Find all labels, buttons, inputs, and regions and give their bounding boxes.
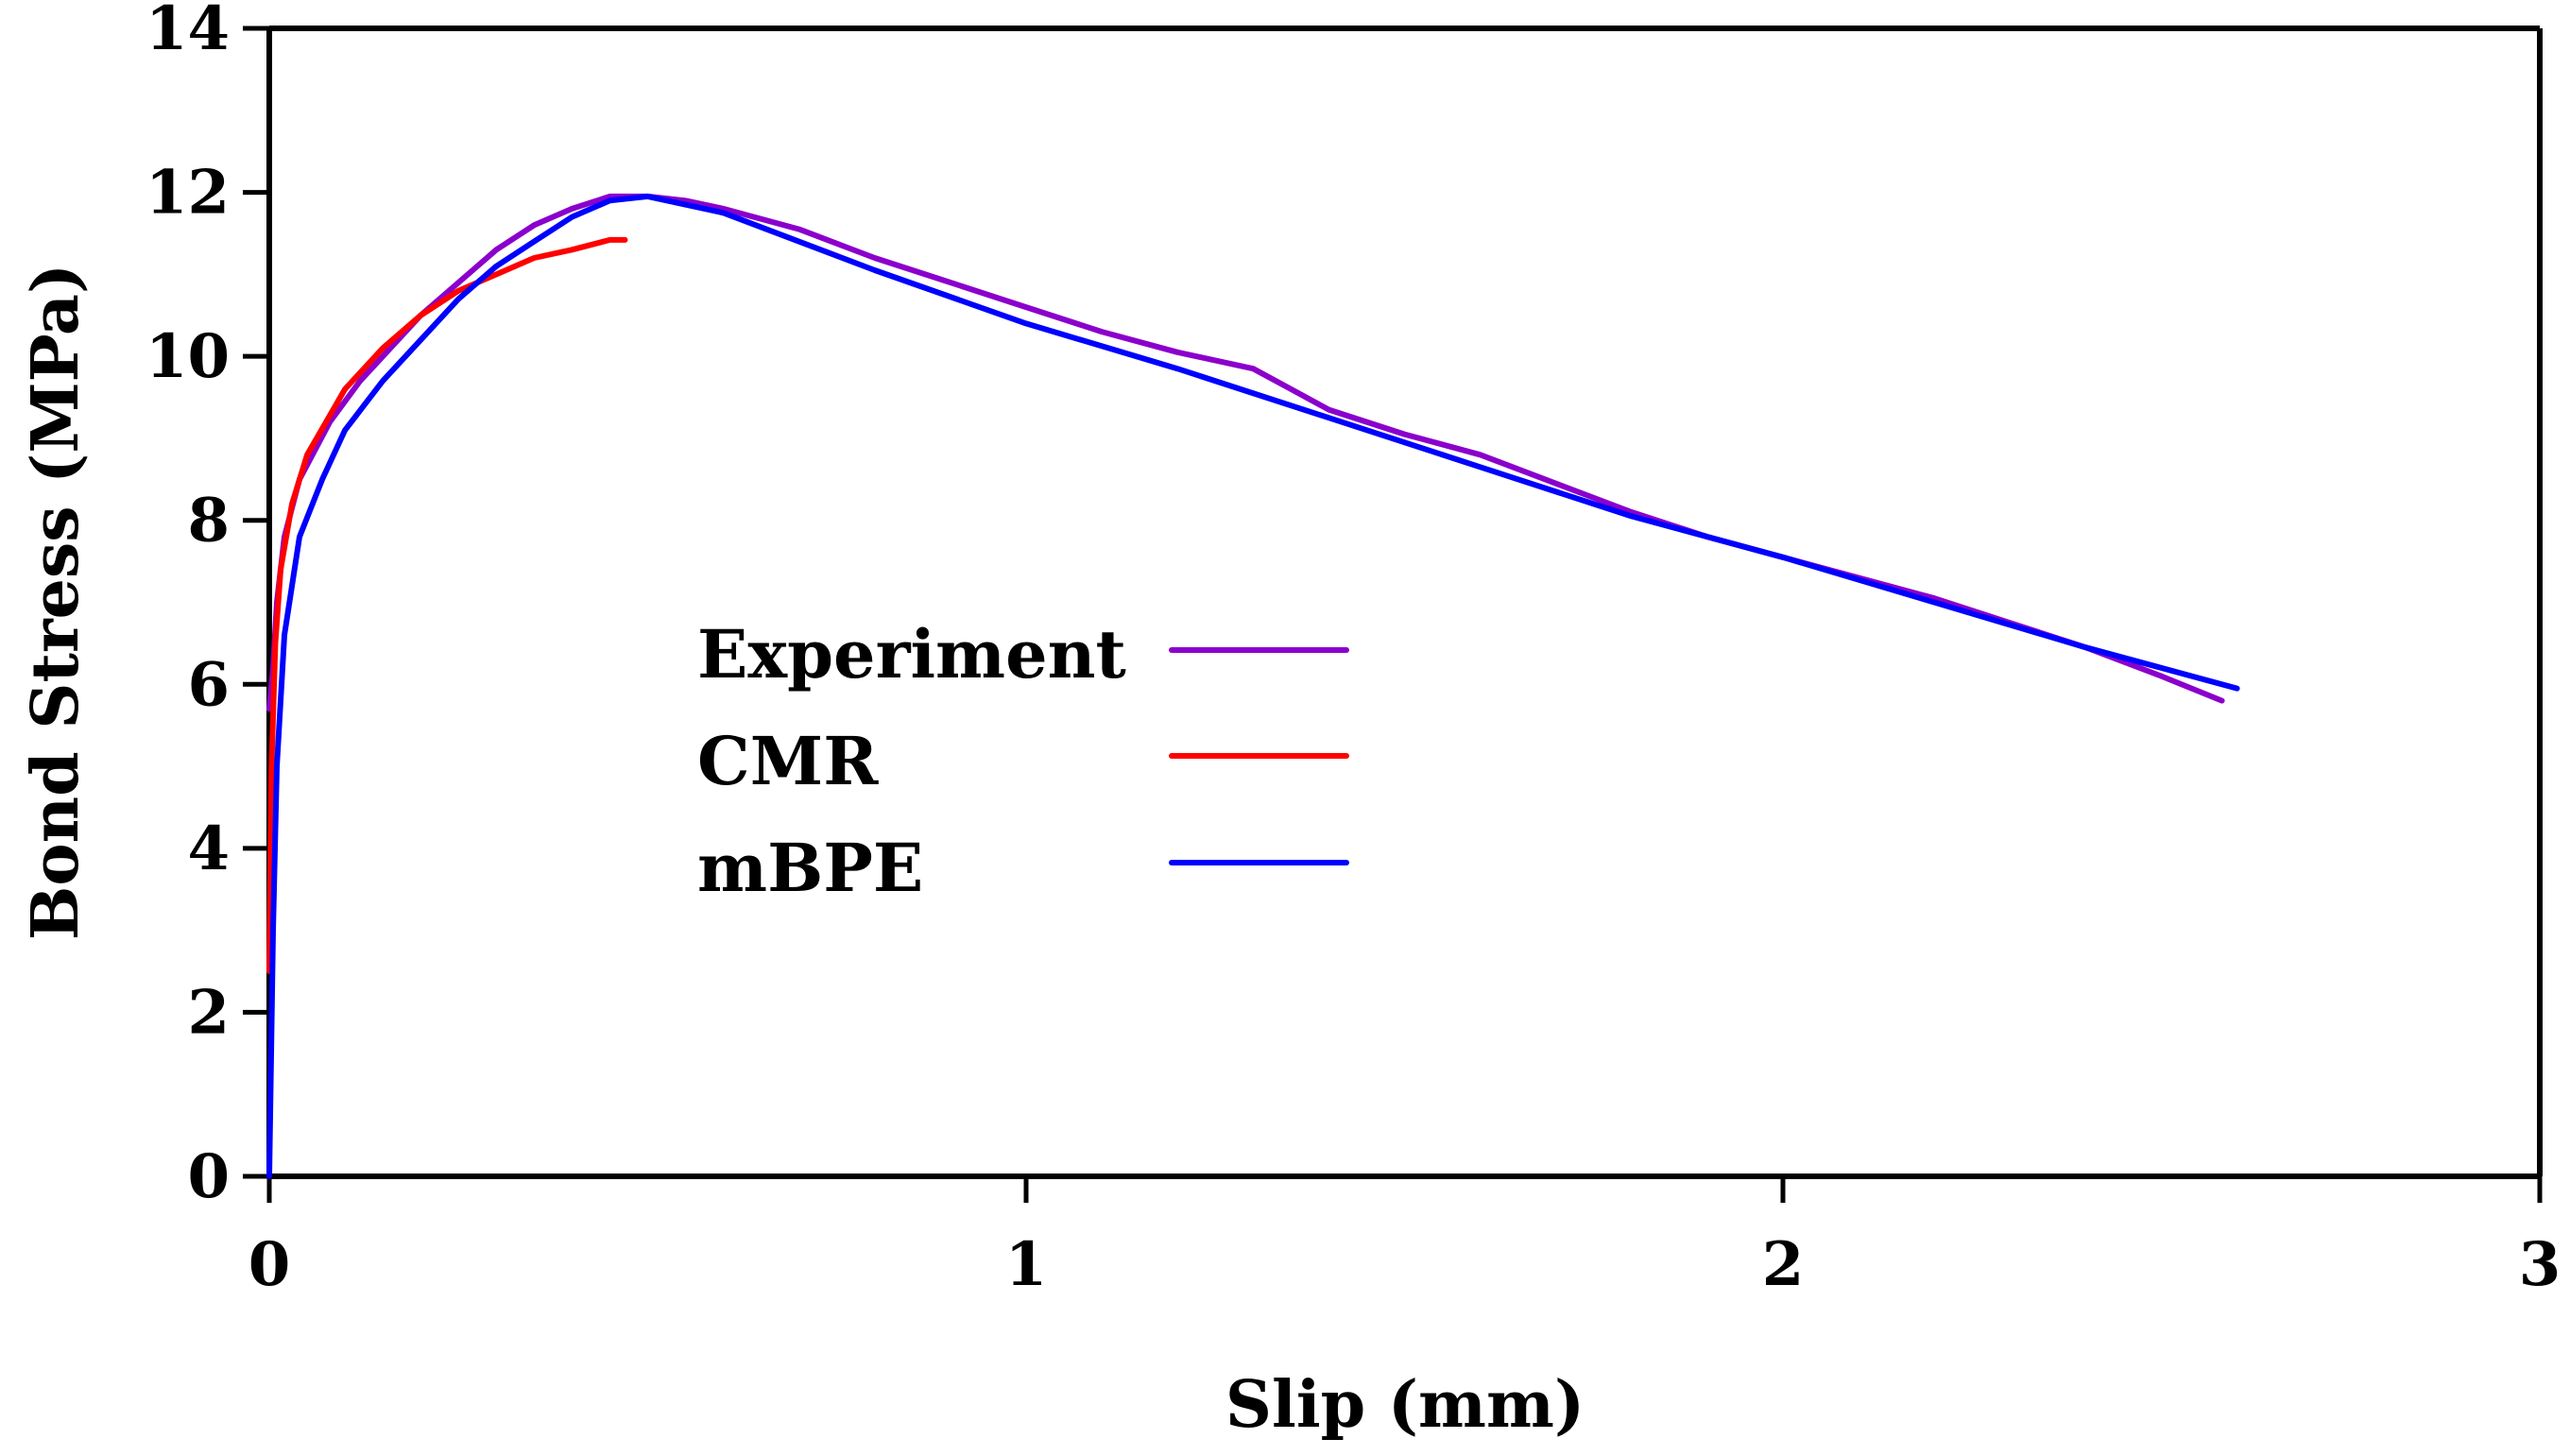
x-tick-label: 3 xyxy=(2519,1229,2561,1300)
x-tick-label: 0 xyxy=(248,1229,291,1300)
y-tick-label: 12 xyxy=(146,158,230,229)
series-line-mbpe xyxy=(266,193,2240,1179)
y-tick-label: 4 xyxy=(187,814,230,884)
x-tick-label: 2 xyxy=(1762,1229,1805,1300)
y-ticks: 0 2 4 6 8 10 12 14 xyxy=(146,0,269,1212)
y-tick-label: 6 xyxy=(187,649,230,720)
legend-label-experiment: Experiment xyxy=(697,615,1126,694)
y-tick-label: 14 xyxy=(146,0,230,64)
x-axis-title: Slip (mm) xyxy=(1225,1367,1585,1443)
y-axis-title: Bond Stress (MPa) xyxy=(18,264,94,940)
y-tick-label: 10 xyxy=(146,321,230,392)
legend-label-mbpe: mBPE xyxy=(697,829,923,907)
series-line-experiment xyxy=(266,193,2225,712)
plot-frame xyxy=(266,26,2543,1179)
y-tick-label: 0 xyxy=(187,1141,230,1212)
y-tick-label: 2 xyxy=(187,977,230,1048)
series-lines xyxy=(266,193,2240,1179)
y-tick-label: 8 xyxy=(187,486,230,557)
x-ticks: 0 1 2 3 xyxy=(248,1176,2561,1300)
series-line-cmr xyxy=(266,236,628,974)
legend-label-cmr: CMR xyxy=(697,722,879,800)
legend: Experiment CMR mBPE xyxy=(697,615,1349,907)
x-tick-label: 1 xyxy=(1005,1229,1048,1300)
